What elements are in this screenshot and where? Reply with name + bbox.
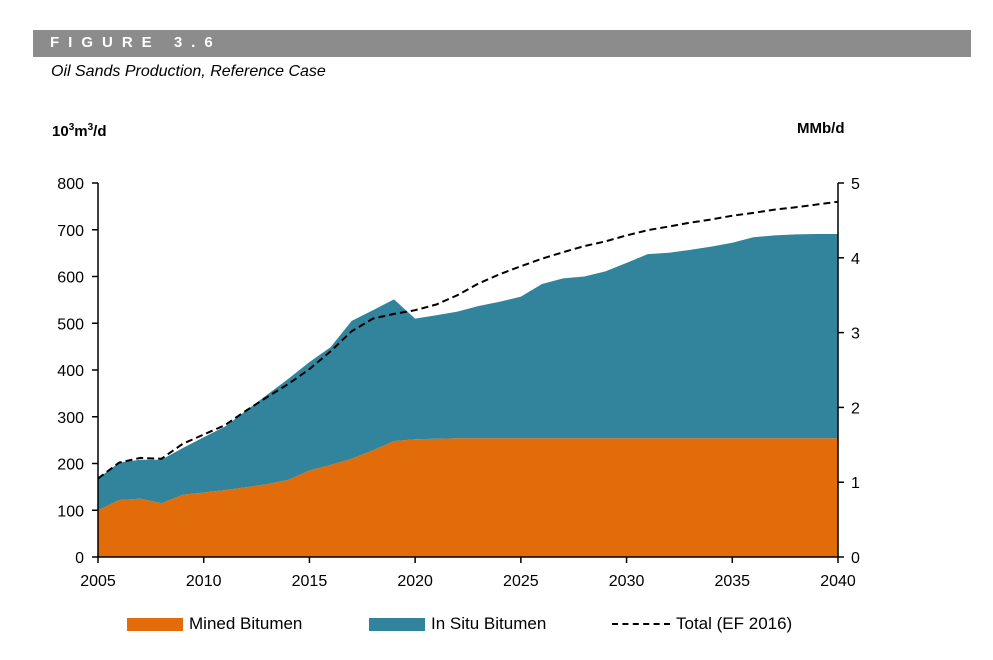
left-tick-label: 600: [57, 270, 84, 287]
x-tick-label: 2035: [714, 573, 750, 590]
x-tick-label: 2030: [609, 573, 645, 590]
legend-insitu-swatch: [369, 617, 425, 631]
x-tick-label: 2025: [503, 573, 539, 590]
x-tick-label: 2020: [397, 573, 433, 590]
right-tick-label: 4: [851, 251, 860, 268]
left-axis-unit: 103m3/d: [52, 122, 107, 140]
left-tick-label: 800: [57, 176, 84, 193]
left-tick-label: 0: [75, 550, 84, 567]
legend-mined-swatch: [127, 617, 183, 631]
x-tick-label: 2015: [292, 573, 328, 590]
left-tick-label: 700: [57, 223, 84, 240]
figure-title: Oil Sands Production, Reference Case: [51, 63, 326, 80]
x-tick-label: 2005: [80, 573, 116, 590]
legend-mined-label: Mined Bitumen: [189, 614, 303, 633]
figure-label: FIGURE 3.6: [50, 34, 222, 51]
right-tick-label: 0: [851, 550, 860, 567]
area-layer: [98, 234, 838, 557]
left-tick-label: 500: [57, 316, 84, 333]
right-tick-label: 3: [851, 326, 860, 343]
legend-insitu: In Situ Bitumen: [369, 614, 546, 634]
area-mined-bitumen: [98, 438, 838, 557]
right-tick-label: 5: [851, 176, 860, 193]
left-tick-label: 100: [57, 503, 84, 520]
axes-layer: 0 100 200 300 400 500 600 700 800 0 1 2 3 4 5 2005 2010 2…: [57, 176, 860, 590]
line-total: [97, 200, 839, 480]
area-in-situ-bitumen: [98, 234, 838, 511]
legend-insitu-label: In Situ Bitumen: [431, 614, 547, 633]
line-layer: [97, 200, 839, 480]
left-tick-label: 400: [57, 363, 84, 380]
x-tick-label: 2040: [820, 573, 856, 590]
legend-total-label: Total (EF 2016): [676, 614, 793, 633]
right-tick-label: 1: [851, 475, 860, 492]
legend-total: Total (EF 2016): [612, 614, 792, 634]
right-axis-unit: MMb/d: [797, 120, 845, 137]
legend-total-swatch: [612, 623, 670, 625]
x-tick-label: 2010: [186, 573, 222, 590]
right-tick-label: 2: [851, 400, 860, 417]
left-tick-label: 200: [57, 457, 84, 474]
left-tick-label: 300: [57, 410, 84, 427]
figure-banner: [33, 30, 971, 57]
legend-mined: Mined Bitumen: [127, 614, 302, 634]
